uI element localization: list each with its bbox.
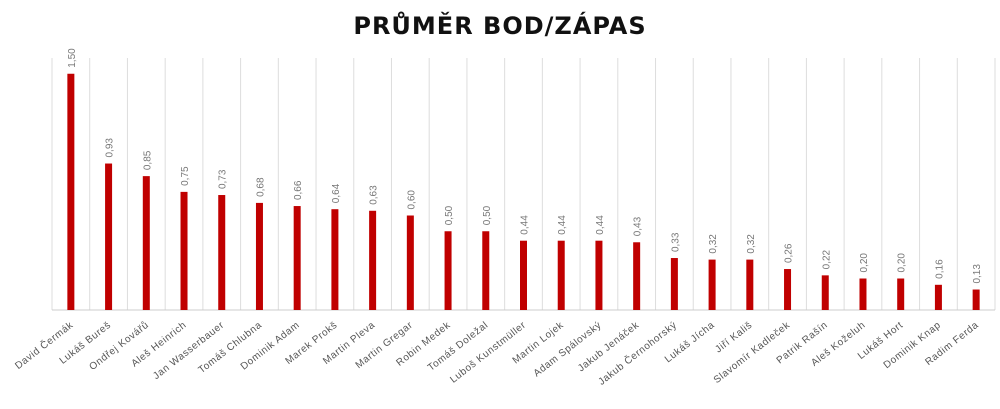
bar — [444, 231, 452, 310]
value-label: 0,63 — [369, 185, 380, 205]
bar — [746, 259, 754, 310]
value-label: 0,68 — [255, 177, 266, 197]
bar — [255, 202, 263, 310]
value-label: 0,13 — [972, 264, 983, 284]
bar — [670, 258, 678, 310]
bar — [293, 206, 301, 310]
bar — [218, 195, 226, 310]
value-label: 0,44 — [557, 215, 568, 235]
bars — [67, 73, 980, 310]
bar — [859, 278, 867, 310]
chart-title: PRŮMĚR BOD/ZÁPAS — [353, 12, 647, 40]
value-label: 0,22 — [821, 249, 832, 269]
bar — [821, 275, 829, 310]
value-label: 0,20 — [859, 253, 870, 273]
value-label: 1,50 — [67, 48, 78, 68]
bar — [67, 73, 75, 310]
value-label: 0,43 — [633, 216, 644, 236]
value-label: 0,50 — [444, 205, 455, 225]
bar — [633, 242, 641, 310]
bar — [595, 240, 603, 310]
value-label: 0,44 — [595, 215, 606, 235]
value-label: 0,75 — [180, 166, 191, 186]
value-label: 0,66 — [293, 180, 304, 200]
bar — [180, 191, 188, 310]
bar — [897, 278, 905, 310]
category-label: Tomáš Chlubna — [197, 320, 265, 376]
bar — [972, 289, 980, 310]
bar — [708, 259, 716, 310]
value-label: 0,93 — [105, 138, 116, 158]
value-label: 0,16 — [934, 259, 945, 279]
value-label: 0,85 — [142, 150, 153, 170]
value-label: 0,73 — [218, 169, 229, 189]
bar — [557, 240, 565, 310]
bar — [406, 215, 414, 310]
value-label: 0,32 — [708, 234, 719, 254]
grid-lines — [51, 58, 996, 311]
category-label: Jan Wasserbauer — [151, 320, 226, 382]
value-label: 0,26 — [784, 243, 795, 263]
bar — [520, 240, 527, 310]
value-label: 0,50 — [482, 205, 493, 225]
bar — [331, 209, 339, 310]
bar — [784, 269, 792, 310]
bar — [369, 210, 377, 310]
bar — [934, 284, 942, 310]
value-label: 0,33 — [670, 232, 681, 252]
value-label: 0,60 — [406, 190, 417, 210]
bar — [142, 176, 150, 310]
bar — [482, 231, 490, 310]
value-label: 0,20 — [897, 253, 908, 273]
bar — [105, 163, 113, 310]
value-labels: 1,50 0,93 0,85 0,75 0,73 0,68 0,66 0,64 0,63 0,60… — [67, 48, 983, 284]
value-label: 0,64 — [331, 183, 342, 203]
value-label: 0,44 — [520, 215, 531, 235]
category-label: Adam Spálovský — [532, 320, 604, 380]
value-label: 0,32 — [746, 234, 757, 254]
